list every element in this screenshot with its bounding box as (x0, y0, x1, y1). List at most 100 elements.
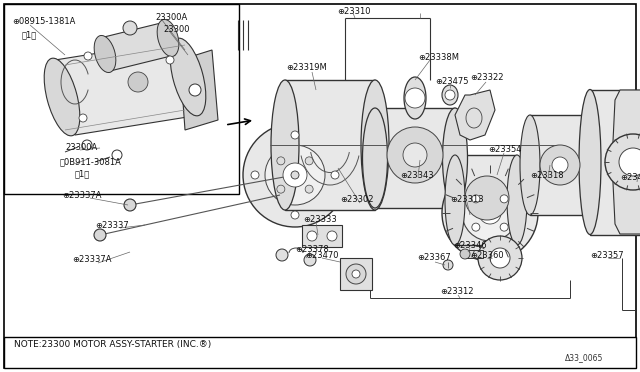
Circle shape (128, 72, 148, 92)
Ellipse shape (579, 90, 601, 234)
Ellipse shape (361, 80, 389, 210)
Circle shape (305, 157, 313, 165)
Circle shape (442, 165, 538, 261)
Polygon shape (180, 50, 218, 130)
Text: 23300: 23300 (163, 26, 189, 35)
Circle shape (243, 123, 347, 227)
Circle shape (403, 143, 427, 167)
Text: Δ33_0065: Δ33_0065 (565, 353, 604, 362)
Text: ⊕23357: ⊕23357 (590, 250, 623, 260)
Ellipse shape (44, 58, 80, 136)
Circle shape (291, 211, 299, 219)
Ellipse shape (170, 38, 206, 116)
Ellipse shape (442, 85, 458, 105)
Text: ⊕08915-1381A: ⊕08915-1381A (12, 17, 76, 26)
Circle shape (166, 56, 174, 64)
Circle shape (307, 231, 317, 241)
Text: Ⓞ0B911-3081A: Ⓞ0B911-3081A (60, 157, 122, 167)
Ellipse shape (271, 80, 299, 210)
Text: （1）: （1） (75, 170, 90, 179)
Polygon shape (100, 22, 175, 71)
Circle shape (331, 171, 339, 179)
Circle shape (327, 231, 337, 241)
Text: ⊕23360: ⊕23360 (470, 250, 504, 260)
Text: ⊕23338M: ⊕23338M (418, 54, 459, 62)
Text: ⊕23319M: ⊕23319M (286, 64, 327, 73)
Ellipse shape (94, 35, 116, 73)
Circle shape (445, 90, 455, 100)
Text: （1）: （1） (22, 31, 37, 39)
Circle shape (500, 223, 508, 231)
Circle shape (352, 270, 360, 278)
Ellipse shape (580, 115, 600, 215)
Circle shape (124, 199, 136, 211)
Circle shape (283, 163, 307, 187)
Ellipse shape (157, 19, 179, 57)
Text: ⊕23322: ⊕23322 (470, 74, 504, 83)
Bar (4, 4, 239, 194)
Circle shape (305, 185, 313, 193)
Text: NOTE:23300 MOTOR ASSY-STARTER (INC.®): NOTE:23300 MOTOR ASSY-STARTER (INC.®) (14, 340, 211, 349)
Circle shape (291, 171, 299, 179)
Bar (375, 108, 455, 208)
Bar (285, 80, 375, 210)
Ellipse shape (362, 108, 387, 208)
Circle shape (465, 176, 509, 220)
Text: ⊕23470: ⊕23470 (305, 250, 339, 260)
Circle shape (472, 195, 480, 203)
Text: ⊕23333: ⊕23333 (303, 215, 337, 224)
Text: ⊕23337A: ⊕23337A (72, 256, 111, 264)
Circle shape (405, 88, 425, 108)
Text: ⊕23475: ⊕23475 (435, 77, 468, 87)
Circle shape (346, 264, 366, 284)
Circle shape (552, 157, 568, 173)
Text: ⊕23318: ⊕23318 (530, 170, 564, 180)
Bar (465, 250, 483, 258)
Ellipse shape (404, 77, 426, 119)
Text: 23300A: 23300A (155, 13, 188, 22)
Text: ⊕23337: ⊕23337 (95, 221, 129, 230)
Text: ⊕23312: ⊕23312 (440, 288, 474, 296)
Text: ⊕23313: ⊕23313 (450, 196, 484, 205)
Text: ⊕23465: ⊕23465 (620, 173, 640, 183)
Circle shape (462, 185, 518, 241)
Circle shape (619, 148, 640, 176)
Circle shape (112, 150, 122, 160)
Circle shape (79, 114, 87, 122)
Circle shape (277, 157, 285, 165)
Ellipse shape (507, 155, 527, 245)
Circle shape (387, 127, 443, 183)
Circle shape (94, 229, 106, 241)
Polygon shape (55, 40, 200, 135)
Circle shape (605, 134, 640, 190)
Text: ⊕23354: ⊕23354 (488, 145, 522, 154)
Bar (530, 115, 590, 215)
Circle shape (251, 171, 259, 179)
Text: ⊕23343: ⊕23343 (400, 170, 434, 180)
Circle shape (460, 249, 470, 259)
Text: 23300A: 23300A (65, 144, 97, 153)
Circle shape (443, 260, 453, 270)
Ellipse shape (639, 90, 640, 234)
Ellipse shape (520, 115, 540, 215)
Bar (455, 155, 517, 245)
Circle shape (291, 131, 299, 139)
Bar (4, 337, 636, 368)
Circle shape (500, 195, 508, 203)
Text: ⊕23302: ⊕23302 (340, 196, 374, 205)
Text: ⊕23310: ⊕23310 (337, 7, 371, 16)
Circle shape (276, 249, 288, 261)
Circle shape (82, 140, 92, 150)
Ellipse shape (445, 155, 465, 245)
Text: ⊕23378: ⊕23378 (295, 246, 329, 254)
Bar (590, 90, 640, 235)
Bar (340, 258, 372, 290)
Text: ⊕23337A: ⊕23337A (62, 190, 102, 199)
Circle shape (189, 84, 201, 96)
Circle shape (265, 145, 325, 205)
Text: ⊕23346: ⊕23346 (453, 241, 486, 250)
Text: ⊕23367: ⊕23367 (417, 253, 451, 263)
Circle shape (84, 52, 92, 60)
Circle shape (540, 145, 580, 185)
Circle shape (472, 223, 480, 231)
